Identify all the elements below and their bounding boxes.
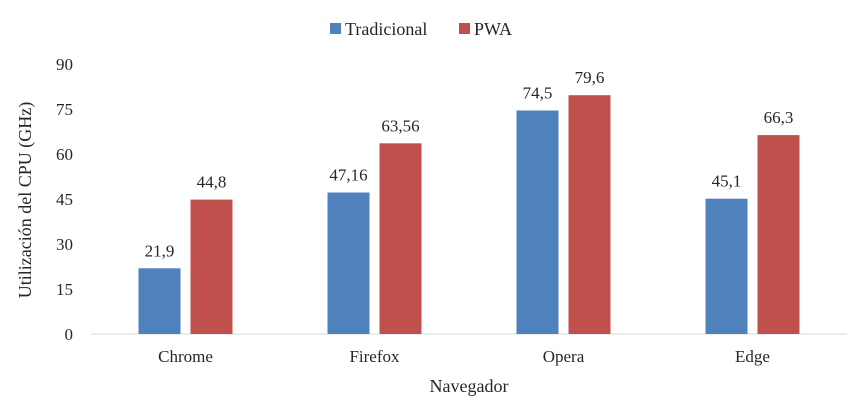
y-tick-label-30: 30	[56, 235, 73, 254]
bars	[138, 95, 800, 334]
y-tick-labels: 0 15 30 45 60 75 90	[56, 55, 73, 344]
data-label-tradicional-opera: 74,5	[523, 84, 553, 103]
x-tick-label-edge: Edge	[735, 347, 770, 366]
bar-tradicional-firefox	[327, 192, 370, 334]
bar-pwa-edge	[757, 135, 800, 334]
y-axis-title: Utilización del CPU (GHz)	[15, 102, 36, 298]
bar-pwa-opera	[568, 95, 611, 334]
bar-tradicional-opera	[516, 110, 559, 334]
y-tick-label-15: 15	[56, 280, 73, 299]
bar-pwa-firefox	[379, 143, 422, 334]
data-label-pwa-chrome: 44,8	[197, 173, 227, 192]
x-tick-label-firefox: Firefox	[349, 347, 400, 366]
x-tick-label-opera: Opera	[543, 347, 585, 366]
data-labels: 21,9 44,8 47,16 63,56 74,5 79,6 45,1 66,3	[145, 68, 794, 260]
bar-tradicional-edge	[705, 198, 748, 334]
x-tick-labels: Chrome Firefox Opera Edge	[158, 347, 770, 366]
legend-label-tradicional: Tradicional	[345, 19, 427, 39]
data-label-pwa-firefox: 63,56	[381, 116, 419, 135]
data-label-tradicional-firefox: 47,16	[329, 166, 367, 185]
data-label-tradicional-edge: 45,1	[712, 172, 742, 191]
x-axis-title: Navegador	[430, 376, 509, 396]
y-tick-label-75: 75	[56, 100, 73, 119]
data-label-pwa-edge: 66,3	[764, 108, 794, 127]
y-tick-label-90: 90	[56, 55, 73, 74]
bar-pwa-chrome	[190, 199, 233, 334]
x-tick-label-chrome: Chrome	[158, 347, 213, 366]
legend: Tradicional PWA	[330, 19, 512, 39]
y-tick-label-0: 0	[65, 325, 74, 344]
legend-swatch-tradicional	[330, 23, 341, 34]
data-label-pwa-opera: 79,6	[575, 68, 605, 87]
y-tick-label-60: 60	[56, 145, 73, 164]
legend-label-pwa: PWA	[474, 19, 512, 39]
y-tick-label-45: 45	[56, 190, 73, 209]
legend-swatch-pwa	[459, 23, 470, 34]
bar-tradicional-chrome	[138, 268, 181, 334]
data-label-tradicional-chrome: 21,9	[145, 241, 175, 260]
